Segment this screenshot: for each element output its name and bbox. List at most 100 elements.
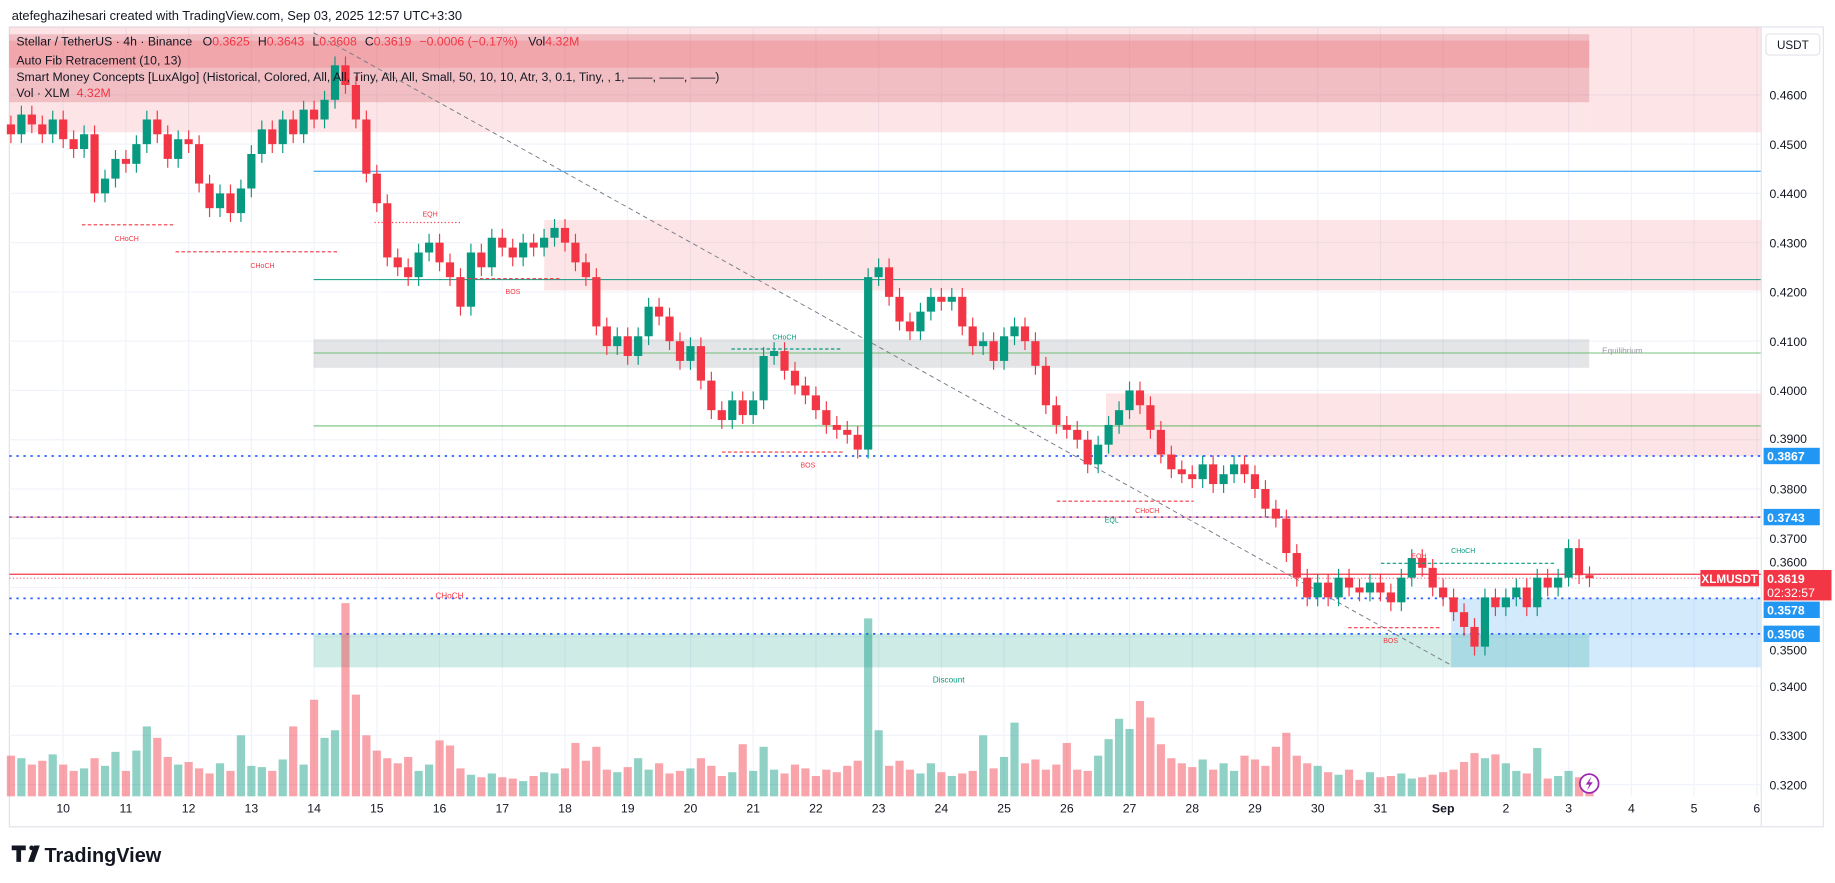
candle-body — [665, 316, 674, 342]
candle-body — [1344, 577, 1354, 588]
fib-trend-line — [313, 32, 1452, 666]
candle-body — [895, 296, 904, 322]
indicator-fib[interactable]: Auto Fib Retracement (10, 13) — [16, 53, 181, 67]
volume-bar — [268, 770, 277, 797]
candle-body — [780, 351, 789, 371]
volume-bar — [1073, 769, 1082, 797]
volume-bar — [1271, 746, 1280, 797]
price-tick-label: 0.3500 — [1769, 643, 1807, 657]
time-axis[interactable]: 10 11 12 13 14 15 16 17 18 19 20 21 22 23 24 25 26 27 28 29… — [56, 802, 1760, 816]
candle-body — [864, 277, 873, 450]
date-tick-label: 4 — [1628, 802, 1635, 816]
candle-body — [1543, 577, 1552, 588]
candle-body — [132, 144, 141, 164]
volume-bar — [236, 735, 246, 797]
candle-body — [111, 158, 120, 179]
volume-bar — [1418, 777, 1427, 797]
candle-body — [508, 247, 517, 258]
discount-label: Discount — [933, 676, 966, 685]
volume-bar — [100, 765, 110, 797]
date-tick-label: 10 — [56, 802, 70, 816]
volume-bar — [383, 758, 392, 797]
chart-frame — [8, 26, 1824, 828]
volume-bar — [1397, 773, 1406, 797]
candle-body — [1533, 577, 1542, 608]
volume-bar — [142, 726, 151, 797]
high-label: H — [258, 35, 267, 49]
premium-zone-inner — [9, 34, 1590, 103]
candle-body — [1135, 390, 1145, 406]
volume-bar — [1261, 765, 1270, 797]
date-tick-label: 12 — [182, 802, 196, 816]
volume-bar — [466, 774, 476, 797]
currency-button[interactable]: USDT — [1765, 33, 1821, 56]
candle-body — [1229, 464, 1239, 475]
candle-body — [278, 119, 287, 145]
candles[interactable] — [6, 56, 1594, 656]
volume-bar — [121, 770, 131, 797]
candle-body — [48, 119, 57, 135]
indicator-volume[interactable]: Vol · XLM 4.32M — [16, 86, 110, 100]
tradingview-logo[interactable]: TradingView — [11, 845, 162, 867]
date-tick-label: 30 — [1311, 802, 1325, 816]
candle-body — [142, 119, 151, 145]
candle-body — [1209, 464, 1218, 485]
close-value: 0.3619 — [374, 35, 412, 49]
volume-bar — [1533, 748, 1542, 797]
volume-bar — [560, 768, 570, 797]
annotation-choch: CHoCH — [435, 591, 463, 600]
candle-body — [1177, 469, 1186, 475]
lightning-icon[interactable] — [1579, 773, 1600, 794]
volume-bar — [456, 768, 465, 797]
candle-body — [1522, 587, 1531, 608]
chart-legend[interactable]: Stellar / TetherUS · 4h · Binance O0.362… — [16, 35, 719, 101]
candle-body — [121, 158, 131, 164]
candle-body — [466, 252, 476, 307]
candle-body — [205, 183, 214, 209]
volume-bar — [1083, 770, 1092, 797]
candle-body — [163, 134, 172, 159]
volume-bar — [937, 772, 946, 797]
candle-body — [299, 109, 308, 135]
volume-bar — [1365, 772, 1375, 797]
indicator-smc[interactable]: Smart Money Concepts [LuxAlgo] (Historic… — [16, 70, 719, 84]
candle-body — [341, 65, 350, 86]
volume-bar — [1303, 763, 1312, 797]
candle-body — [80, 134, 89, 150]
price-axis[interactable]: 0.4600 0.4500 0.4400 0.4300 0.4200 0.4100 0.40… — [1769, 89, 1807, 793]
volume-bar — [1574, 777, 1584, 797]
candle-body — [1041, 365, 1050, 406]
volume-bar — [905, 769, 915, 797]
candle-body — [696, 346, 705, 381]
volume-bar — [550, 773, 559, 797]
candle-body — [1062, 424, 1071, 430]
price-level-tag-text: 0.3506 — [1767, 628, 1805, 642]
candle-body — [330, 65, 340, 100]
candle-body — [1376, 582, 1385, 593]
volume-bar — [477, 777, 486, 797]
candle-body — [571, 242, 580, 263]
candle-body — [958, 296, 967, 327]
price-level-tag-text: 0.3743 — [1767, 511, 1805, 525]
volume-bar — [1041, 769, 1050, 797]
candle-body — [529, 242, 538, 248]
date-tick-label: 21 — [746, 802, 760, 816]
annotation-bos: BOS — [1383, 638, 1398, 645]
volume-bar — [1480, 758, 1490, 797]
price-tick-label: 0.4400 — [1769, 187, 1807, 201]
candle-body — [215, 193, 225, 209]
candle-body — [236, 188, 246, 214]
candle-body — [174, 139, 183, 159]
candle-body — [309, 109, 319, 120]
volume-bar — [592, 746, 601, 797]
volume-bar — [1198, 759, 1207, 797]
price-level-tag-text: 0.3867 — [1767, 450, 1805, 464]
date-tick-label: 14 — [307, 802, 321, 816]
price-tick-label: 0.3200 — [1769, 778, 1807, 792]
volume-bar — [1229, 770, 1239, 797]
candle-body — [1240, 464, 1249, 475]
volume-bar — [498, 777, 507, 797]
date-tick-label: 28 — [1185, 802, 1199, 816]
candle-body — [257, 129, 266, 154]
volume-bar — [811, 775, 820, 797]
